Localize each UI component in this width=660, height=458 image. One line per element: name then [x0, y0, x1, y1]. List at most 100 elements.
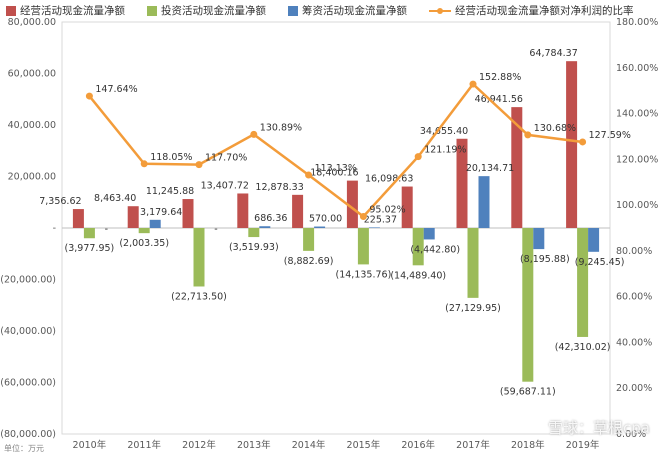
right-axis-tick-label: 180.00%	[616, 17, 658, 28]
bar-operating	[127, 206, 139, 228]
ratio-data-label: 118.05%	[150, 152, 192, 163]
data-label-financing: -	[105, 224, 108, 235]
bar-investing	[577, 228, 589, 337]
data-label-operating: 46,941.56	[475, 94, 523, 105]
bar-investing	[522, 228, 534, 382]
left-axis-tick-label: 40,000.00	[8, 120, 56, 131]
right-axis-tick-label: 20.00%	[616, 383, 652, 394]
x-axis-tick-label: 2010年	[73, 439, 107, 451]
bar-investing	[248, 228, 260, 238]
data-label-operating: 13,407.72	[201, 180, 249, 191]
data-label-operating: 8,463.40	[94, 193, 136, 204]
bar-operating	[237, 193, 249, 228]
data-label-investing: (22,713.50)	[171, 291, 227, 302]
legend-item-investing: 投资活动现金流量净额	[147, 3, 266, 18]
data-label-financing: 570.00	[309, 214, 342, 225]
legend-item-ratio: 经营活动现金流量净额对净利润的比率	[429, 3, 634, 18]
ratio-data-label: 113.13%	[315, 163, 357, 174]
bar-operating	[292, 194, 304, 228]
ratio-point	[195, 161, 203, 169]
legend-swatch-ratio	[429, 6, 451, 16]
bar-investing	[412, 228, 424, 266]
legend-swatch-investing	[147, 5, 157, 16]
bar-investing	[138, 228, 150, 234]
bar-operating	[182, 199, 194, 228]
ratio-point	[579, 138, 587, 146]
left-axis-tick-label: (40,000.00)	[0, 326, 56, 337]
data-label-investing: (3,977.95)	[65, 243, 115, 254]
ratio-point	[85, 92, 93, 100]
legend-swatch-operating	[6, 5, 16, 16]
bar-operating	[346, 180, 358, 228]
x-axis-tick-label: 2015年	[347, 439, 381, 451]
bar-financing	[149, 219, 161, 228]
data-label-investing: (42,310.02)	[555, 342, 611, 353]
bar-operating	[566, 61, 578, 228]
data-label-investing: (14,135.76)	[336, 269, 392, 280]
ratio-line	[88, 82, 583, 219]
right-axis-tick-label: 140.00%	[616, 109, 658, 120]
ratio-data-label: 121.19%	[424, 145, 466, 156]
data-label-investing: (2,003.35)	[119, 238, 169, 249]
data-label-financing: 225.37	[364, 214, 397, 225]
bar-operating	[511, 107, 523, 228]
data-label-operating: 7,356.62	[39, 196, 81, 207]
data-label-investing: (8,882.69)	[284, 256, 334, 267]
legend-label-operating: 经营活动现金流量净额	[20, 5, 125, 17]
data-label-operating: 18,400.16	[310, 168, 358, 179]
x-axis-tick-label: 2012年	[182, 439, 216, 451]
data-label-financing: -	[214, 224, 217, 235]
bar-investing	[83, 228, 95, 239]
bar-operating	[72, 209, 84, 228]
ratio-data-label: 147.64%	[95, 84, 137, 95]
left-axis-tick-label: (60,000.00)	[0, 378, 56, 389]
ratio-point	[524, 131, 532, 139]
bar-investing	[303, 228, 315, 251]
ratio-point	[140, 160, 148, 168]
bar-financing	[368, 227, 380, 228]
bar-financing	[533, 228, 545, 250]
bar-investing	[193, 228, 205, 287]
bar-financing	[259, 226, 271, 228]
data-label-operating: 16,098.63	[365, 174, 413, 185]
legend-label-investing: 投资活动现金流量净额	[161, 5, 266, 17]
x-axis-tick-label: 2014年	[292, 439, 326, 451]
x-axis-tick-label: 2017年	[456, 439, 490, 451]
ratio-data-label: 130.68%	[534, 123, 576, 134]
ratio-data-label: 152.88%	[479, 72, 521, 83]
bar-operating	[456, 138, 468, 228]
right-axis-tick-label: 40.00%	[616, 337, 652, 348]
ratio-point	[250, 130, 258, 138]
right-axis-tick-label: 60.00%	[616, 292, 652, 303]
x-axis-tick-label: 2018年	[511, 439, 545, 451]
ratio-data-label: 130.89%	[260, 122, 302, 133]
x-axis-tick-label: 2013年	[237, 439, 271, 451]
right-axis-tick-label: 160.00%	[616, 63, 658, 74]
right-axis-tick-label: 120.00%	[616, 154, 658, 165]
left-axis-tick-label: 60,000.00	[8, 69, 56, 80]
x-axis-tick-label: 2019年	[566, 439, 600, 451]
chart-legend: 经营活动现金流量净额 投资活动现金流量净额 筹资活动现金流量净额 经营活动现金流…	[6, 3, 656, 18]
left-axis-tick-label: 20,000.00	[8, 172, 56, 183]
data-label-operating: 12,878.33	[255, 182, 303, 193]
watermark: 雪球：草根cpa	[548, 419, 650, 437]
legend-item-operating: 经营活动现金流量净额	[6, 3, 125, 18]
data-label-financing: 686.36	[254, 213, 287, 224]
legend-label-financing: 筹资活动现金流量净额	[302, 5, 407, 17]
left-axis-tick-label: -	[53, 223, 56, 234]
bar-investing	[467, 228, 479, 298]
data-label-investing: (59,687.11)	[500, 387, 556, 398]
data-label-financing: 20,134.71	[466, 163, 514, 174]
left-axis-tick-label: (80,000.00)	[0, 429, 56, 440]
bar-investing	[357, 228, 369, 265]
ratio-point	[414, 153, 422, 161]
x-axis-tick-label: 2011年	[127, 439, 161, 451]
ratio-data-label: 117.70%	[205, 153, 247, 164]
data-label-investing: (3,519.93)	[229, 242, 279, 253]
bar-financing	[478, 176, 490, 228]
data-label-financing: (9,245.45)	[575, 257, 625, 268]
data-label-operating: 11,245.88	[146, 186, 194, 197]
bar-financing	[314, 226, 326, 228]
unit-label: 单位：万元	[4, 444, 44, 453]
data-label-operating: 64,784.37	[529, 48, 577, 59]
